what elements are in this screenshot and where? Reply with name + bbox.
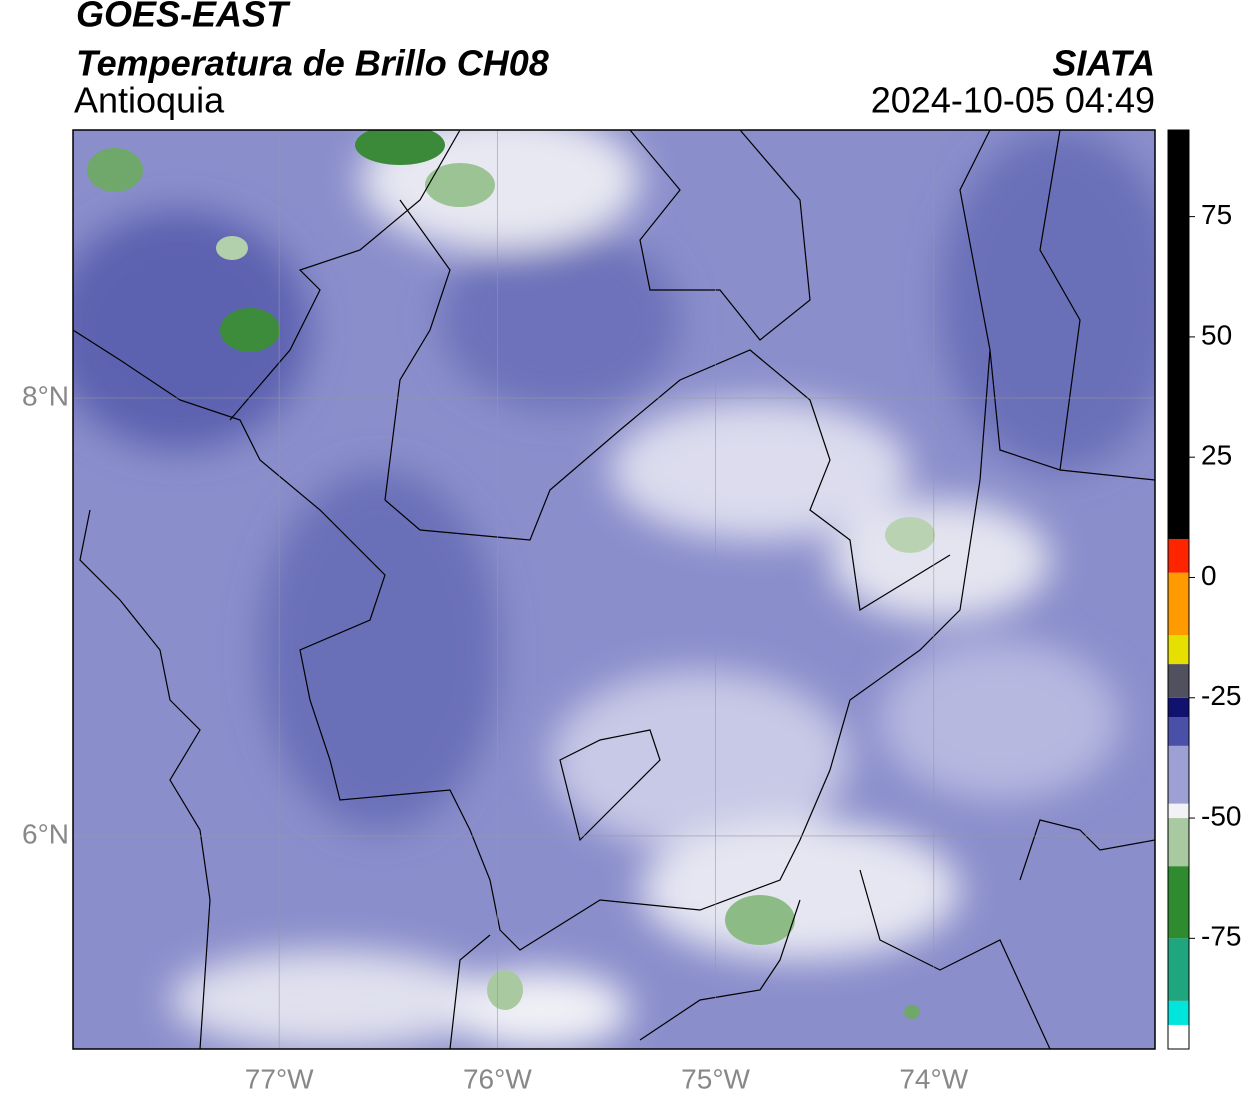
colorbar-segment <box>1168 866 1189 939</box>
colorbar-tick-label: 0 <box>1201 560 1217 591</box>
lat-tick-label: 8°N <box>22 380 69 411</box>
subtitle: Temperatura de Brillo CH08 <box>76 43 549 84</box>
colorbar-segment <box>1168 1024 1189 1049</box>
lon-tick-label: 76°W <box>463 1063 532 1094</box>
colorbar-segment <box>1168 572 1189 636</box>
colorbar-segment <box>1168 818 1189 867</box>
colorbar-segment <box>1168 938 1189 1001</box>
colorbar-segment <box>1168 635 1189 665</box>
title: GOES-EAST <box>76 0 291 35</box>
colorbar-tick-label: 25 <box>1201 440 1232 471</box>
colorbar-segment <box>1168 745 1189 804</box>
colorbar-tick-label: 75 <box>1201 199 1232 230</box>
region: Antioquia <box>74 80 225 121</box>
colorbar-segment <box>1168 1000 1189 1025</box>
colorbar-segment <box>1168 697 1189 718</box>
lon-tick-label: 75°W <box>681 1063 750 1094</box>
field-texture <box>73 130 1155 1049</box>
colorbar-segment <box>1168 717 1189 746</box>
timestamp: 2024-10-05 04:49 <box>871 80 1155 121</box>
colorbar-segment <box>1168 130 1189 539</box>
colorbar: 75 50 25 0 -25 -50 -75 <box>1168 130 1241 1049</box>
lon-tick-label: 74°W <box>899 1063 968 1094</box>
lat-tick-label: 6°N <box>22 818 69 849</box>
colorbar-tick-label: 50 <box>1201 319 1232 350</box>
graticule <box>73 130 1155 1049</box>
cold-cloud-tops <box>87 130 935 1019</box>
boundaries <box>73 130 1155 1049</box>
colorbar-segment <box>1168 538 1189 573</box>
colorbar-tick-label: -75 <box>1201 921 1241 952</box>
colorbar-segment <box>1168 803 1189 819</box>
map-frame <box>72 129 1156 1050</box>
colorbar-segment <box>1168 664 1189 698</box>
source: SIATA <box>1052 43 1155 84</box>
map-field <box>73 130 1155 1049</box>
lon-tick-label: 77°W <box>245 1063 314 1094</box>
colorbar-tick-label: -50 <box>1201 800 1241 831</box>
colorbar-frame <box>1167 129 1190 1050</box>
colorbar-tick-label: -25 <box>1201 680 1241 711</box>
